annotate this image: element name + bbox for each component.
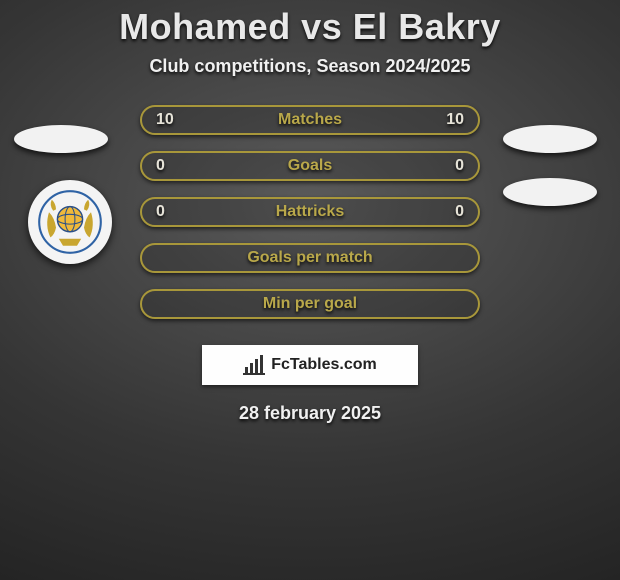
- stat-row: 0Goals0: [140, 151, 480, 181]
- player-placeholder-oval: [503, 125, 597, 153]
- stat-label: Goals: [180, 157, 440, 175]
- player-placeholder-oval: [503, 178, 597, 206]
- stat-label: Matches: [180, 111, 440, 129]
- date-text: 28 february 2025: [239, 403, 381, 424]
- stat-row: Goals per match: [140, 243, 480, 273]
- brand-chart-icon: [243, 355, 265, 375]
- subtitle: Club competitions, Season 2024/2025: [149, 56, 470, 77]
- stat-right-value: 0: [440, 203, 464, 221]
- stat-row: 0Hattricks0: [140, 197, 480, 227]
- brand-text: FcTables.com: [271, 356, 377, 374]
- club-crest-icon: [35, 187, 105, 257]
- stat-label: Goals per match: [180, 249, 440, 267]
- stat-label: Hattricks: [180, 203, 440, 221]
- stat-left-value: 0: [156, 203, 180, 221]
- brand-box: FcTables.com: [202, 345, 418, 385]
- stat-label: Min per goal: [180, 295, 440, 313]
- stat-left-value: 0: [156, 157, 180, 175]
- club-badge: [28, 180, 112, 264]
- stat-right-value: 10: [440, 111, 464, 129]
- stat-left-value: 10: [156, 111, 180, 129]
- stat-row: Min per goal: [140, 289, 480, 319]
- player-placeholder-oval: [14, 125, 108, 153]
- stat-row: 10Matches10: [140, 105, 480, 135]
- page-title: Mohamed vs El Bakry: [119, 6, 501, 48]
- stat-right-value: 0: [440, 157, 464, 175]
